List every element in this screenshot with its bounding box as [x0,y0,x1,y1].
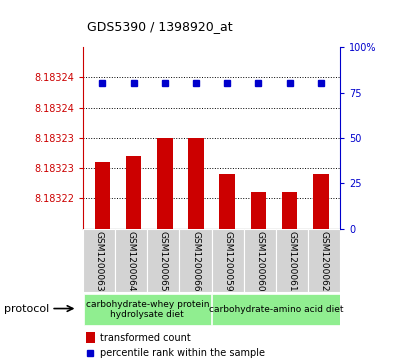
Text: GSM1200062: GSM1200062 [320,231,329,291]
Text: carbohydrate-whey protein
hydrolysate diet: carbohydrate-whey protein hydrolysate di… [85,300,209,319]
Bar [212,294,339,325]
Bar [308,229,340,292]
Bar [244,229,276,292]
Text: protocol: protocol [4,304,49,314]
Bar [220,174,235,229]
Bar [85,332,95,343]
Bar [313,174,329,229]
Bar [84,294,211,325]
Bar [282,192,298,229]
Text: transformed count: transformed count [100,333,190,343]
Bar [212,229,244,292]
Text: GSM1200063: GSM1200063 [95,231,104,291]
Text: GSM1200066: GSM1200066 [191,231,200,291]
Bar [188,138,204,229]
Bar [276,229,308,292]
Text: GSM1200060: GSM1200060 [255,231,264,291]
Bar [251,192,266,229]
Bar [115,229,147,292]
Bar [83,229,115,292]
Text: GSM1200065: GSM1200065 [159,231,168,291]
Text: GSM1200059: GSM1200059 [223,231,232,291]
Bar [180,229,212,292]
Text: GSM1200061: GSM1200061 [288,231,297,291]
Bar [147,229,179,292]
Bar [126,156,142,229]
Text: carbohydrate-amino acid diet: carbohydrate-amino acid diet [209,305,343,314]
Bar [157,138,173,229]
Text: GDS5390 / 1398920_at: GDS5390 / 1398920_at [87,20,233,33]
Text: GSM1200064: GSM1200064 [127,231,136,291]
Text: percentile rank within the sample: percentile rank within the sample [100,348,265,358]
Bar [95,162,110,229]
